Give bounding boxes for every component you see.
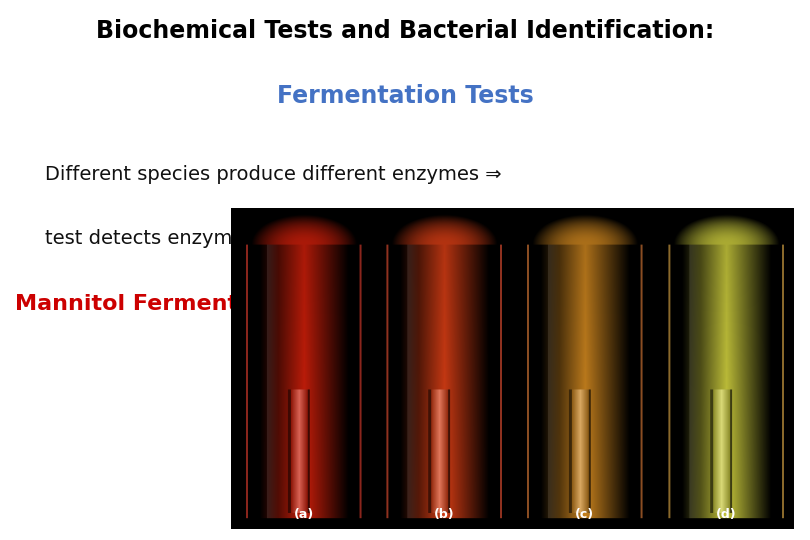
Text: Mannitol Fermentation:: Mannitol Fermentation: — [15, 294, 311, 314]
Text: (b): (b) — [434, 508, 454, 521]
Text: (a): (a) — [293, 508, 313, 521]
Text: test detects enzyme: test detects enzyme — [45, 230, 244, 248]
Text: Different species produce different enzymes ⇒: Different species produce different enzy… — [45, 165, 501, 184]
Text: Biochemical Tests and Bacterial Identification:: Biochemical Tests and Bacterial Identifi… — [96, 19, 714, 43]
Text: Fermentation Tests: Fermentation Tests — [277, 84, 533, 107]
Text: (d): (d) — [716, 508, 736, 521]
Text: (c): (c) — [575, 508, 594, 521]
